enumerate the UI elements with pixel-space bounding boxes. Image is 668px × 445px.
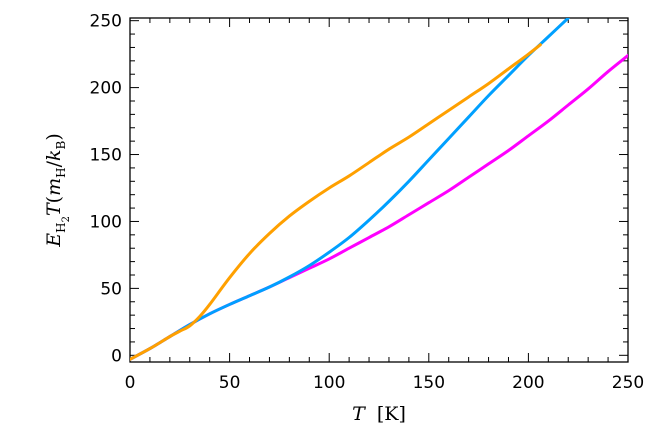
y-tick-label: 250: [90, 12, 122, 32]
x-tick-label: 50: [219, 373, 241, 393]
y-axis-label: EH2T(mH/kB): [43, 133, 72, 248]
y-tick-label: 150: [90, 146, 122, 166]
x-tick-label: 0: [125, 373, 136, 393]
x-tick-label: 150: [413, 373, 445, 393]
y-tick-label: 0: [111, 346, 122, 366]
ticks: [129, 18, 629, 362]
series-layer: [130, 18, 628, 361]
x-tick-label: 250: [612, 373, 644, 393]
series-line-2: [130, 18, 570, 361]
x-tick-label: 200: [512, 373, 544, 393]
series-line-3: [130, 43, 542, 361]
series-line-1: [130, 53, 628, 361]
y-tick-label: 100: [90, 212, 122, 232]
x-tick-label: 100: [313, 373, 345, 393]
y-tick-label: 200: [90, 79, 122, 99]
tick-labels: 0 50 100 150 200 250 0 50 100 150 200 250: [90, 12, 645, 393]
plot-frame: [129, 17, 629, 363]
y-tick-label: 50: [100, 279, 122, 299]
svg-text:EH2T(mH/kB): EH2T(mH/kB): [43, 133, 72, 248]
x-axis-label: T [K]: [352, 403, 406, 425]
